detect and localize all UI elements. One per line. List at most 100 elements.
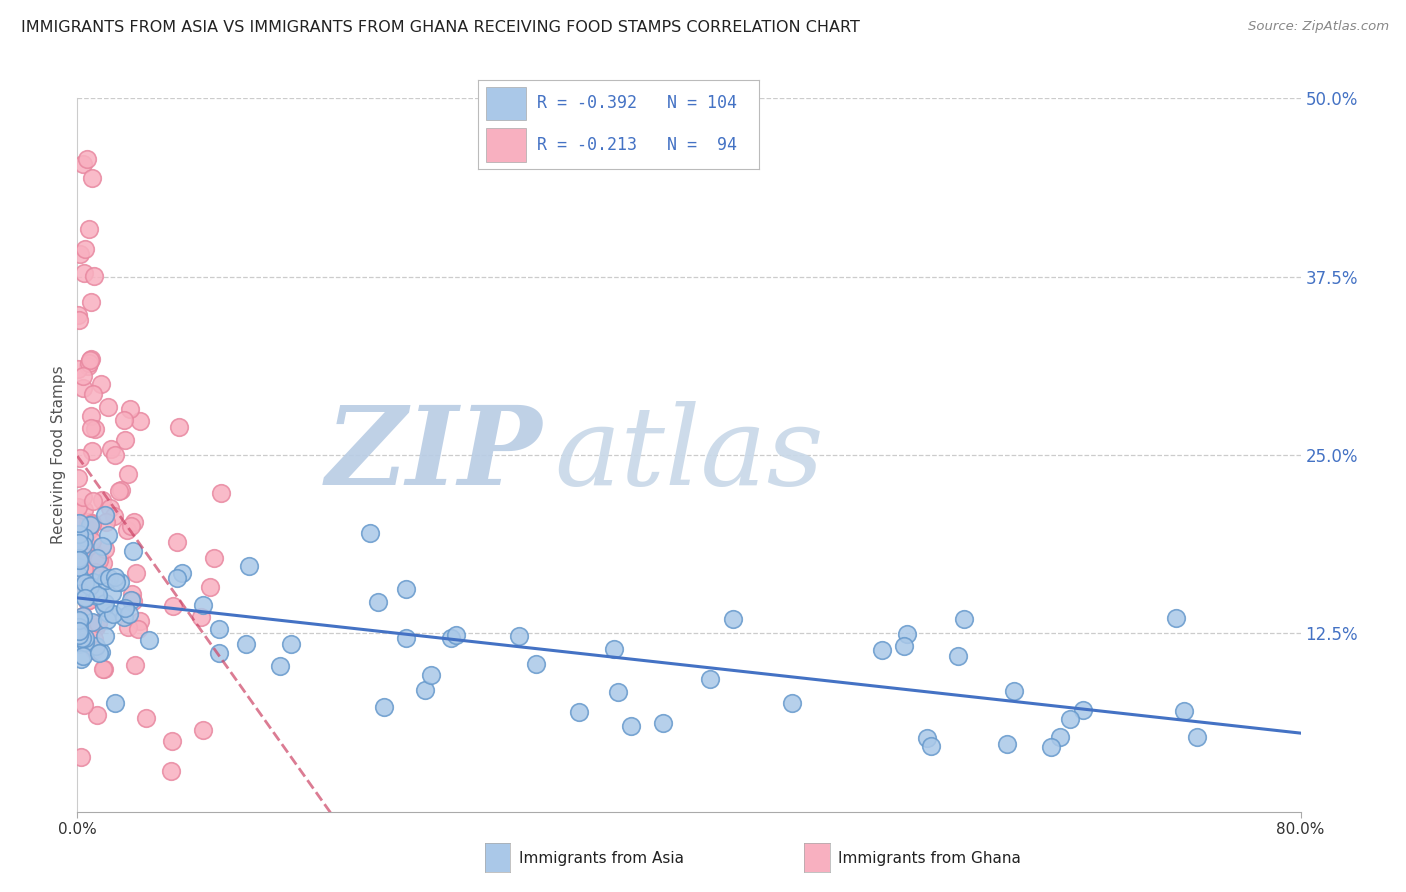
FancyBboxPatch shape — [486, 128, 526, 162]
Point — [602, 642, 624, 657]
Point — [118, 607, 141, 622]
Point — [104, 570, 127, 584]
Point — [67, 620, 90, 634]
Point — [93, 599, 115, 614]
Point — [77, 222, 100, 236]
Point — [508, 629, 530, 643]
Point — [395, 582, 418, 597]
Point — [82, 387, 104, 401]
Point — [79, 353, 101, 368]
Point — [96, 613, 118, 627]
Point — [73, 530, 96, 544]
Point — [75, 546, 97, 560]
Point — [367, 595, 389, 609]
Point — [235, 637, 257, 651]
Point — [190, 610, 212, 624]
Point — [77, 356, 100, 370]
Point — [202, 550, 225, 565]
Point — [896, 626, 918, 640]
Point — [82, 533, 104, 548]
Point — [77, 515, 100, 529]
Point — [72, 609, 94, 624]
Point — [73, 585, 96, 599]
Point — [73, 590, 96, 604]
Point — [104, 697, 127, 711]
Point — [93, 662, 115, 676]
Point — [191, 598, 214, 612]
Point — [723, 611, 745, 625]
Point — [97, 401, 120, 415]
Point — [79, 294, 101, 309]
Point — [80, 516, 103, 531]
Point — [115, 523, 138, 537]
Point — [953, 612, 976, 626]
Point — [80, 171, 103, 186]
Point — [94, 515, 117, 529]
Point — [82, 545, 104, 559]
Point — [238, 558, 260, 573]
Point — [98, 501, 121, 516]
Point — [110, 483, 132, 497]
Point — [67, 628, 90, 642]
Point — [70, 750, 93, 764]
Point — [67, 362, 90, 376]
Point — [86, 589, 108, 603]
Point — [72, 574, 94, 588]
Point — [93, 557, 115, 571]
Point — [77, 524, 100, 538]
Point — [413, 683, 436, 698]
Point — [76, 152, 98, 166]
Text: R = -0.213   N =  94: R = -0.213 N = 94 — [537, 136, 737, 154]
Point — [77, 593, 100, 607]
Point — [83, 643, 105, 657]
Point — [128, 414, 150, 428]
Point — [73, 698, 96, 712]
Point — [198, 580, 221, 594]
Point — [84, 639, 107, 653]
Point — [122, 544, 145, 558]
Point — [84, 422, 107, 436]
Point — [91, 539, 114, 553]
Point — [80, 443, 103, 458]
Point — [280, 637, 302, 651]
Point — [893, 639, 915, 653]
Point — [419, 668, 441, 682]
Point — [67, 553, 90, 567]
Point — [75, 631, 97, 645]
Point — [1187, 730, 1209, 744]
Point — [87, 588, 110, 602]
Point — [70, 632, 93, 646]
Point — [120, 518, 142, 533]
Point — [699, 672, 721, 686]
Point — [104, 449, 127, 463]
Point — [172, 566, 194, 580]
Point — [169, 420, 191, 434]
Point — [946, 649, 969, 664]
Point — [90, 567, 112, 582]
Point — [127, 622, 149, 636]
Point — [568, 705, 591, 719]
Point — [269, 659, 291, 673]
Point — [118, 401, 141, 416]
Point — [86, 707, 108, 722]
Point — [995, 737, 1018, 751]
Point — [1059, 712, 1081, 726]
Point — [1002, 684, 1025, 698]
Point — [1166, 611, 1188, 625]
Point — [67, 624, 90, 639]
Point — [67, 308, 90, 322]
Point — [67, 614, 90, 628]
Point — [1173, 704, 1195, 718]
Point — [72, 157, 94, 171]
Point — [75, 634, 97, 648]
Point — [112, 610, 135, 624]
Y-axis label: Receiving Food Stamps: Receiving Food Stamps — [51, 366, 66, 544]
Point — [920, 739, 942, 754]
Point — [67, 516, 90, 530]
Point — [82, 615, 104, 630]
Point — [160, 734, 183, 748]
Point — [69, 247, 91, 261]
Point — [1039, 739, 1062, 754]
Point — [444, 628, 467, 642]
Point — [208, 646, 231, 660]
